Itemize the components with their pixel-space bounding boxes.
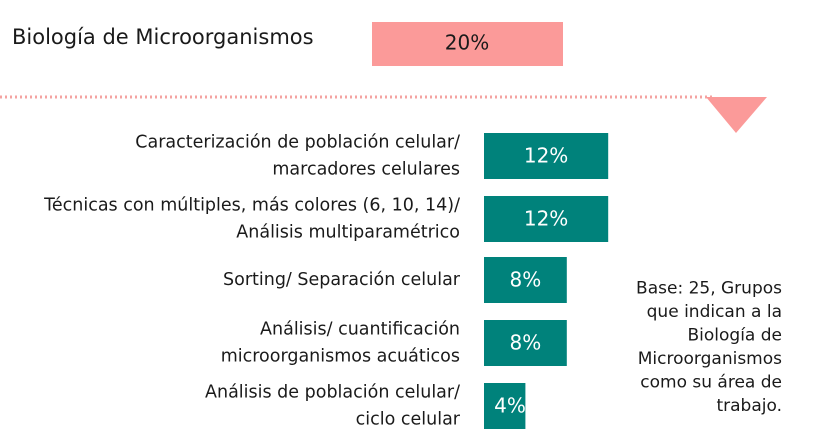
category-label: Técnicas con múltiples, más colores (6, …: [43, 196, 460, 243]
header-bar: [372, 22, 563, 66]
pointer-triangle: [706, 97, 767, 133]
bar: [484, 320, 567, 366]
value-label: 12%: [524, 207, 568, 231]
value-label: 12%: [524, 144, 568, 168]
category-label: Caracterización de población celular/mar…: [135, 133, 460, 180]
category-label: Sorting/ Separación celular: [223, 270, 461, 290]
header-category: Biología de Microorganismos: [12, 25, 314, 49]
bar: [484, 257, 567, 303]
value-label: 8%: [510, 331, 542, 355]
value-label: 8%: [510, 268, 542, 292]
category-label: Análisis/ cuantificación microorganismos …: [221, 320, 460, 367]
annotation: Base: 25, Grupos que indican a la Biología…: [636, 278, 782, 416]
category-label: Análisis de población celular/ciclo celu…: [205, 383, 461, 430]
bar: [484, 383, 526, 429]
bar: [484, 196, 609, 242]
bar: [484, 133, 609, 179]
value-label: 4%: [494, 394, 526, 418]
header-value-label: 20%: [445, 31, 489, 55]
